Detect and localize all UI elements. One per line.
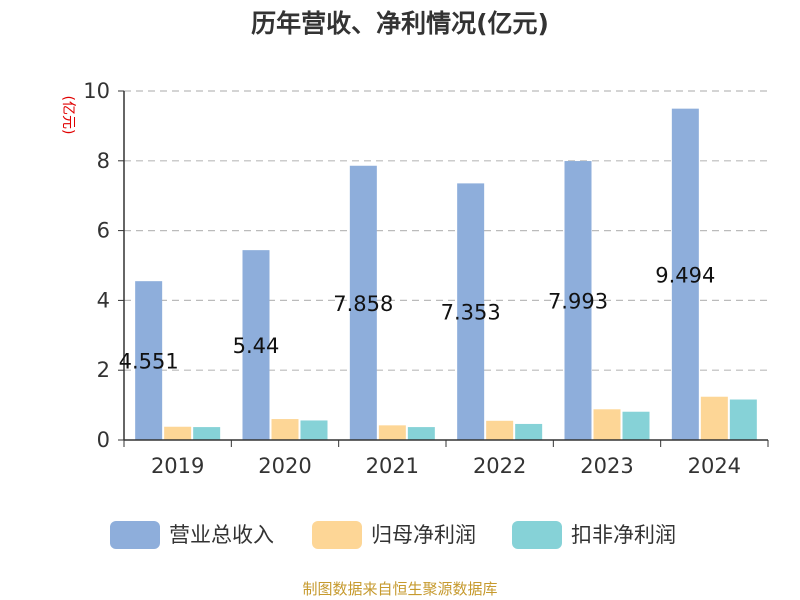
bar (378, 425, 406, 440)
legend-item[interactable]: 扣非净利润 (512, 521, 676, 549)
x-axis-ticks: 2019 2020 2021 2022 2023 2024 (123, 440, 769, 478)
bar (407, 427, 435, 440)
y-axis-unit-label: (亿元) (60, 96, 76, 135)
bar-value-label: 4.551 (119, 350, 179, 374)
bars (135, 108, 757, 441)
x-tick-label: 2020 (258, 454, 311, 478)
bar (515, 423, 543, 440)
bar (193, 427, 221, 440)
x-tick-label: 2019 (151, 454, 204, 478)
bar (349, 165, 377, 440)
bar (622, 411, 650, 440)
x-tick-label: 2021 (366, 454, 419, 478)
y-tick-label: 10 (83, 79, 110, 103)
legend-swatch (512, 521, 562, 549)
bar (135, 281, 163, 440)
bar-value-label: 9.494 (655, 263, 715, 287)
legend-label: 归母净利润 (371, 523, 476, 547)
y-tick-label: 0 (97, 428, 110, 452)
bar (242, 250, 270, 440)
bar (271, 419, 299, 440)
bar-value-label: 5.44 (233, 334, 280, 358)
bar (729, 399, 757, 440)
x-tick-label: 2023 (580, 454, 633, 478)
bar (300, 420, 328, 440)
y-axis-ticks: 0 2 4 6 8 10 (83, 79, 124, 452)
legend-label: 营业总收入 (169, 523, 274, 547)
bar (164, 426, 192, 440)
bar (671, 108, 699, 441)
bar (593, 409, 621, 440)
y-tick-label: 2 (97, 358, 110, 382)
bar (564, 161, 592, 440)
legend[interactable]: 营业总收入 归母净利润 扣非净利润 (110, 521, 676, 549)
gridlines (124, 90, 768, 371)
source-note: 制图数据来自恒生聚源数据库 (302, 580, 497, 598)
bar-value-label: 7.858 (333, 292, 393, 316)
legend-item[interactable]: 归母净利润 (312, 521, 476, 549)
value-labels: 4.551 5.44 7.858 7.353 7.993 9.494 (119, 263, 716, 373)
legend-swatch (110, 521, 160, 549)
x-tick-label: 2024 (688, 454, 741, 478)
legend-item[interactable]: 营业总收入 (110, 521, 274, 549)
bar (700, 396, 728, 440)
legend-swatch (312, 521, 362, 549)
legend-label: 扣非净利润 (571, 523, 676, 547)
x-tick-label: 2022 (473, 454, 526, 478)
chart-title: 历年营收、净利情况(亿元) (251, 9, 549, 38)
y-tick-label: 4 (97, 288, 110, 312)
y-tick-label: 8 (97, 149, 110, 173)
bar (457, 183, 485, 440)
bar (486, 420, 514, 440)
bar-value-label: 7.353 (441, 301, 501, 325)
y-tick-label: 6 (97, 219, 110, 243)
bar-value-label: 7.993 (548, 290, 608, 314)
